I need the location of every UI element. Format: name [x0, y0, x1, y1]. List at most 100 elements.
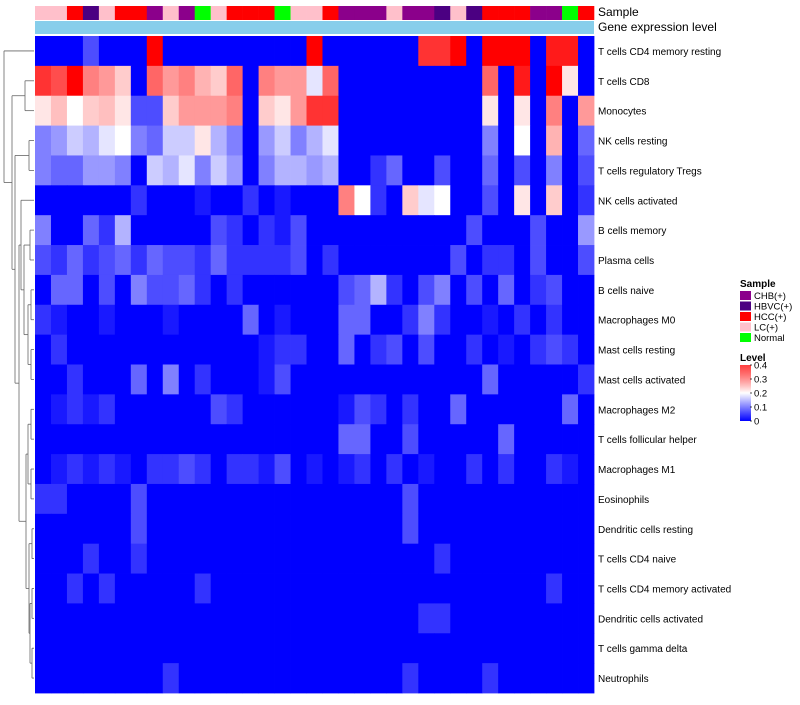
sample-annotation-cell — [146, 6, 164, 20]
heatmap-cell — [50, 633, 68, 664]
heatmap-cell — [354, 394, 371, 425]
heatmap-cell — [82, 155, 100, 186]
heatmap-cell — [498, 95, 515, 126]
heatmap-cell — [498, 155, 515, 186]
heatmap-cells — [35, 36, 595, 694]
heatmap-cell — [498, 215, 515, 246]
heatmap-cell — [210, 36, 228, 67]
heatmap-cell — [66, 364, 84, 395]
heatmap-cell — [530, 483, 547, 515]
heatmap-cell — [66, 215, 84, 246]
sample-annotation-cell — [418, 6, 435, 20]
level-legend-title: Level — [740, 353, 766, 364]
heatmap-cell — [98, 424, 116, 455]
heatmap-cell — [434, 394, 451, 425]
heatmap-cell — [562, 95, 579, 126]
heatmap-cell — [274, 185, 291, 216]
heatmap-cell — [98, 394, 116, 425]
heatmap-cell — [354, 543, 371, 574]
heatmap-cell — [146, 663, 164, 694]
heatmap-cell — [66, 513, 84, 545]
heatmap-cell — [546, 424, 563, 455]
heatmap-cell — [274, 663, 291, 694]
sample-legend-swatch — [740, 301, 751, 311]
heatmap-cell — [370, 603, 387, 634]
row-labels: T cells CD4 memory resting T cells CD8 Mon… — [598, 47, 731, 685]
heatmap-cell — [434, 454, 451, 485]
heatmap-cell — [210, 364, 228, 395]
heatmap-cell — [210, 454, 228, 485]
heatmap-cell — [514, 274, 531, 306]
heatmap-cell — [434, 95, 451, 126]
heatmap-cell — [530, 274, 547, 306]
row-label: B cells naive — [598, 286, 655, 297]
heatmap-cell — [482, 334, 499, 365]
heatmap-cell — [450, 573, 467, 604]
heatmap-cell — [418, 454, 435, 485]
heatmap-cell — [274, 95, 291, 126]
heatmap-cell — [290, 633, 307, 664]
heatmap-cell — [370, 334, 387, 365]
heatmap-cell — [578, 633, 595, 664]
level-tick-labels: 0.4 0.3 0.2 0.1 0 — [750, 361, 767, 428]
heatmap-cell — [242, 454, 259, 485]
row-label: NK cells activated — [598, 196, 677, 207]
gene-expression-track-label: Gene expression level — [598, 20, 717, 34]
heatmap-cell — [50, 155, 68, 186]
heatmap-cell — [370, 274, 387, 306]
heatmap-cell — [50, 424, 68, 455]
heatmap-cell — [162, 454, 180, 485]
heatmap-cell — [562, 65, 579, 97]
heatmap-cell — [114, 424, 132, 455]
heatmap-cell — [146, 95, 164, 126]
heatmap-cell — [546, 215, 563, 246]
heatmap-cell — [178, 65, 196, 97]
heatmap-cell — [162, 274, 180, 306]
heatmap-cell — [514, 364, 531, 395]
heatmap-cell — [354, 603, 371, 634]
heatmap-cell — [130, 394, 148, 425]
heatmap-cell — [498, 424, 515, 455]
heatmap-cell — [370, 215, 387, 246]
heatmap-cell — [146, 125, 164, 156]
heatmap-cell — [178, 513, 196, 545]
heatmap-cell — [82, 663, 100, 694]
heatmap-cell — [514, 185, 531, 216]
heatmap-cell — [50, 543, 68, 574]
heatmap-cell — [418, 65, 435, 97]
heatmap-cell — [274, 513, 291, 545]
heatmap-cell — [418, 543, 435, 574]
heatmap-cell — [114, 394, 132, 425]
heatmap-cell — [354, 513, 371, 545]
heatmap-cell — [482, 633, 499, 664]
heatmap-cell — [498, 125, 515, 156]
heatmap-cell — [66, 334, 84, 365]
heatmap-cell — [418, 633, 435, 664]
heatmap-cell — [35, 364, 52, 395]
heatmap-cell — [194, 364, 212, 395]
heatmap-cell — [178, 633, 196, 664]
heatmap-cell — [50, 483, 68, 515]
heatmap-cell — [35, 95, 52, 126]
heatmap-cell — [66, 304, 84, 336]
heatmap-cell — [514, 394, 531, 425]
row-label: T cells CD8 — [598, 77, 650, 88]
heatmap-cell — [354, 155, 371, 186]
sample-legend-swatch — [740, 333, 751, 342]
heatmap-cell — [482, 95, 499, 126]
heatmap-cell — [114, 663, 132, 694]
heatmap-cell — [530, 36, 547, 67]
heatmap-cell — [402, 394, 419, 425]
heatmap-cell — [50, 36, 68, 67]
heatmap-cell — [386, 364, 403, 395]
heatmap-cell — [210, 245, 228, 276]
heatmap-cell — [530, 424, 547, 455]
heatmap-cell — [66, 633, 84, 664]
heatmap-cell — [354, 185, 371, 216]
heatmap-cell — [130, 245, 148, 276]
heatmap-cell — [178, 125, 196, 156]
heatmap-cell — [354, 36, 371, 67]
legend: Sample CHB(+)HBVC(+)HCC(+)LC(+)Normal Le… — [740, 279, 792, 428]
heatmap-cell — [562, 36, 579, 67]
heatmap-cell — [178, 185, 196, 216]
